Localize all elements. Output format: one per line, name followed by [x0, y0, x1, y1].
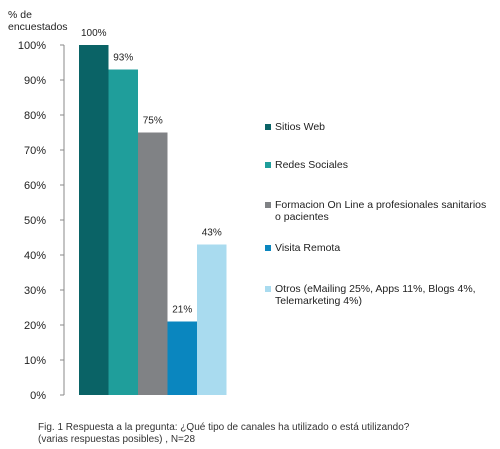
data-label-4: 21%	[172, 305, 192, 316]
legend-label: Visita Remota	[275, 242, 341, 254]
data-label-2: 93%	[113, 53, 133, 64]
legend-label: Sitios Web	[275, 121, 325, 133]
y-axis-label: % de encuestados	[8, 9, 68, 33]
legend-label: Formacion On Line a profesionales sanita…	[275, 199, 487, 223]
data-label-3: 75%	[143, 116, 163, 127]
y-tick-label: 90%	[24, 75, 46, 87]
legend-swatch	[265, 245, 271, 251]
legend-item-1: Sitios Web	[265, 121, 325, 133]
bar-1	[79, 45, 109, 395]
bar-4	[167, 321, 197, 395]
bar-chart: 0% 10% 20% 30% 40% 50% 60% 70% 80% 90% 100% 100% 93%…	[18, 28, 227, 402]
legend-item-5: Otros (eMailing 25%, Apps 11%, Blogs 4%,…	[265, 283, 476, 307]
y-tick-label: 10%	[24, 355, 46, 367]
y-tick-label: 0%	[30, 390, 46, 402]
legend-swatch	[265, 124, 271, 130]
legend-item-3: Formacion On Line a profesionales sanita…	[265, 199, 486, 223]
y-tick-label: 20%	[24, 320, 46, 332]
legend-swatch	[265, 286, 271, 292]
y-tick-label: 70%	[24, 145, 46, 157]
legend-item-2: Redes Sociales	[265, 159, 348, 171]
data-label-5: 43%	[202, 228, 222, 239]
bar-2	[108, 69, 138, 395]
figure-caption: Fig. 1 Respuesta a la pregunta: ¿Qué tip…	[38, 422, 410, 445]
data-label-1: 100%	[81, 28, 107, 39]
y-tick-label: 30%	[24, 285, 46, 297]
legend-item-4: Visita Remota	[265, 242, 340, 254]
legend-label: Otros (eMailing 25%, Apps 11%, Blogs 4%,…	[275, 283, 476, 307]
legend-swatch	[265, 202, 271, 208]
y-tick-label: 80%	[24, 110, 46, 122]
y-tick-label: 60%	[24, 180, 46, 192]
legend-swatch	[265, 162, 271, 168]
y-tick-label: 50%	[24, 215, 46, 227]
y-tick-label: 100%	[18, 40, 46, 52]
y-tick-label: 40%	[24, 250, 46, 262]
bar-5	[197, 244, 227, 395]
legend-label: Redes Sociales	[275, 159, 348, 171]
bar-3	[138, 132, 168, 395]
